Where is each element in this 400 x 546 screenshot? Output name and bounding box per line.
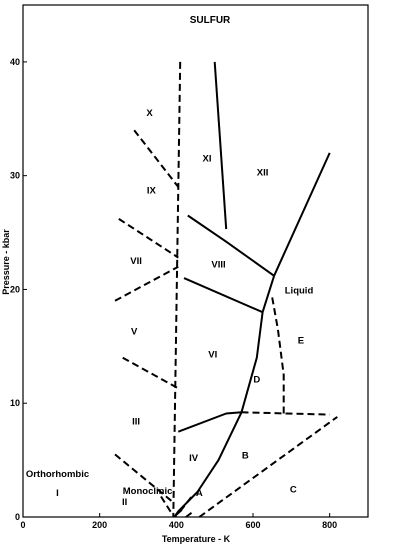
region-label-v: V: [131, 327, 138, 338]
region-label-vii: VII: [130, 256, 142, 267]
x-tick-label: 600: [245, 520, 260, 530]
region-label-x: X: [146, 108, 153, 119]
solid-boundary-4: [183, 275, 276, 314]
chart-title: SULFUR: [190, 15, 231, 26]
region-label-xi: XI: [203, 154, 212, 165]
region-label-xii: XII: [257, 167, 269, 178]
dashed-boundary-3: [118, 218, 179, 259]
region-label-iii: III: [132, 416, 140, 427]
solid-boundary-5: [177, 411, 242, 433]
region-label-e: E: [298, 336, 304, 347]
dashed-boundary-10: [175, 507, 185, 516]
dashed-boundary-12: [185, 510, 195, 518]
region-label-d: D: [253, 374, 260, 385]
y-tick-label: 0: [15, 512, 20, 522]
y-axis-label: Pressure - kbar: [1, 229, 11, 295]
x-tick-label: 400: [169, 520, 184, 530]
y-tick-label: 30: [10, 171, 20, 181]
plot-frame: [22, 4, 369, 518]
x-tick-label: 200: [92, 520, 107, 530]
dashed-boundary-13: [160, 495, 174, 516]
phase-boundaries: [114, 61, 338, 518]
region-label-i: I: [56, 488, 59, 499]
x-tick-label: 0: [20, 520, 25, 530]
solid-boundary-2: [187, 214, 275, 277]
y-tick-label: 20: [10, 284, 20, 294]
x-tick-label: 800: [322, 520, 337, 530]
dashed-boundary-4: [114, 265, 179, 302]
region-label-ix: IX: [147, 185, 157, 196]
region-label-c: C: [290, 485, 297, 496]
solid-boundary-1: [213, 61, 228, 230]
region-label-ii: II: [122, 497, 127, 508]
axis-ticks: 0 200 400 600 800 0 10 20 30 40: [10, 57, 337, 530]
region-label-viii: VIII: [211, 259, 225, 270]
region-label-orthorhombic: Orthorhombic: [26, 469, 89, 480]
dashed-boundary-5: [122, 356, 179, 390]
region-label-vi: VI: [208, 349, 217, 360]
region-label-b: B: [242, 451, 249, 462]
dashed-boundary-2: [133, 129, 180, 188]
solid-boundary-3: [273, 152, 331, 277]
dashed-boundary-6: [114, 453, 176, 505]
dashed-boundary-9: [198, 416, 338, 518]
y-tick-label: 10: [10, 398, 20, 408]
x-axis-label: Temperature - K: [162, 534, 231, 544]
region-label-a: A: [196, 488, 203, 499]
y-tick-label: 40: [10, 57, 20, 67]
dashed-boundary-1: [172, 61, 182, 518]
solid-boundary-6: [173, 312, 264, 518]
dashed-boundary-7: [271, 297, 285, 415]
dashed-boundary-11: [179, 495, 193, 512]
dashed-boundary-8: [241, 411, 330, 416]
region-label-liquid: Liquid: [285, 286, 314, 297]
region-label-monoclinic: Monoclinic: [123, 486, 173, 497]
region-label-iv: IV: [189, 453, 199, 464]
